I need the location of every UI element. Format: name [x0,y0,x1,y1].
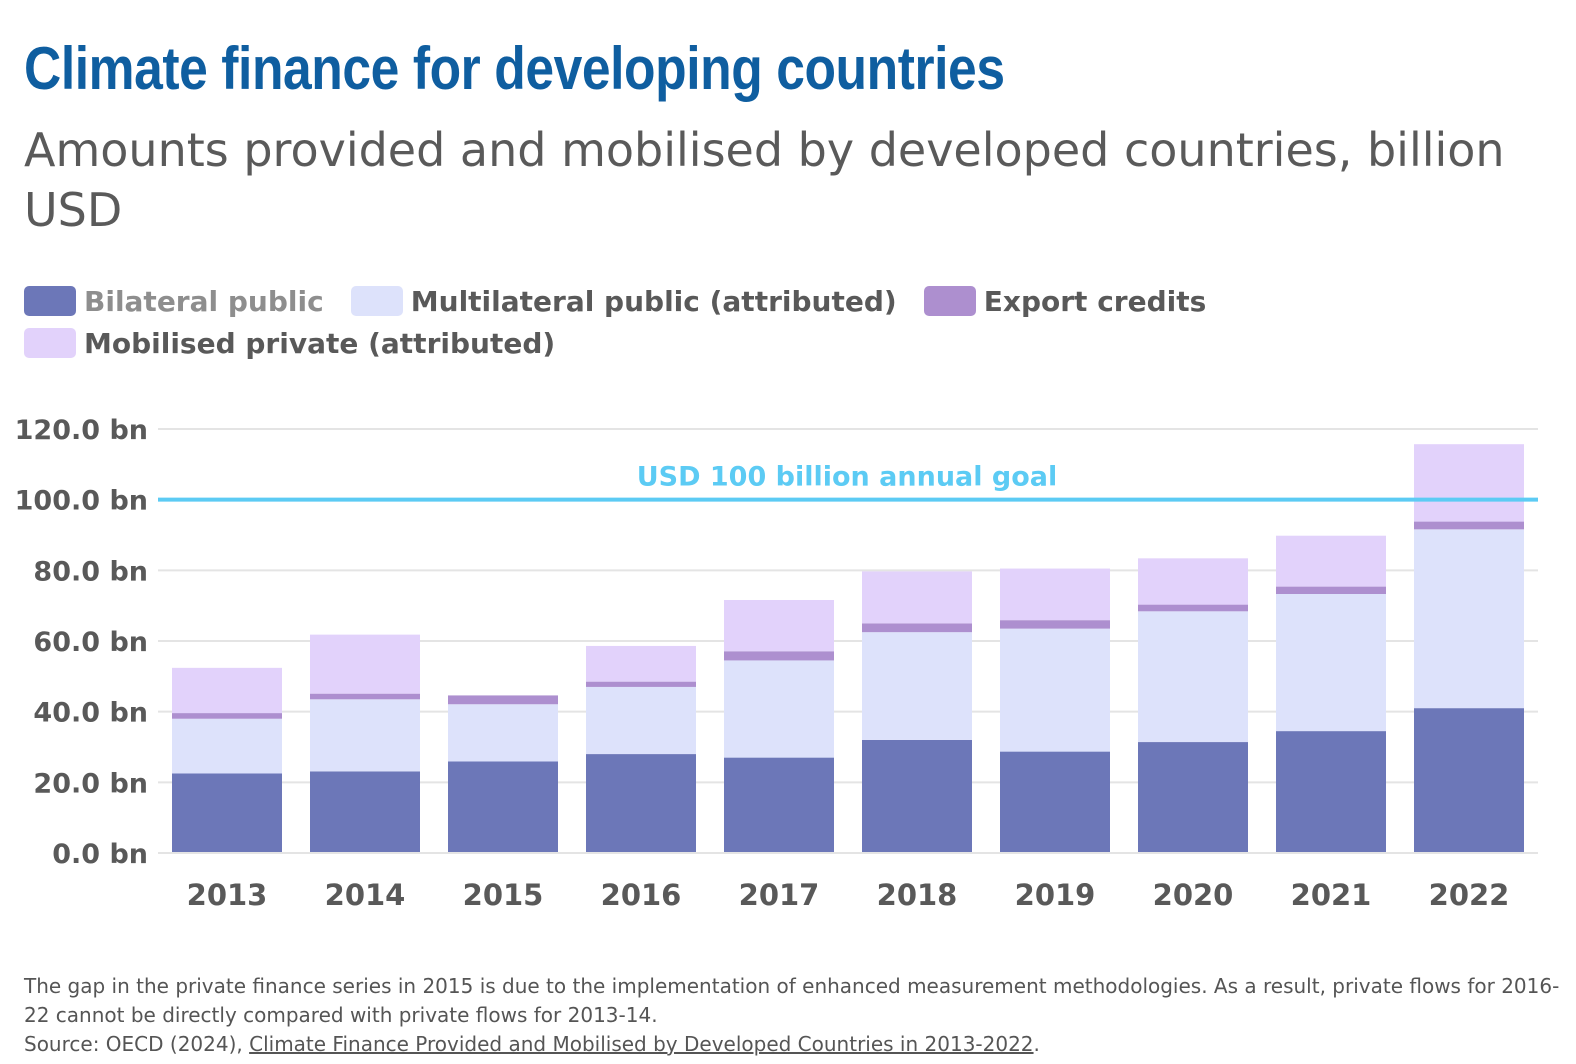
chart-title: Climate finance for developing countries [24,35,1005,102]
x-tick-label: 2019 [1015,878,1096,912]
bar-segment [1000,568,1110,621]
source-link[interactable]: Climate Finance Provided and Mobilised b… [249,1032,1034,1056]
bar-segment [724,660,834,758]
y-tick-label: 100.0 bn [15,486,148,517]
legend-label: Bilateral public [84,284,324,318]
bar-segment [586,754,696,853]
bar-segment [586,686,696,755]
bar-segment [310,699,420,772]
legend-swatch-export-credits [923,286,976,316]
chart-legend: Bilateral public Multilateral public (at… [24,285,1324,369]
legend-item-mobilised-private[interactable]: Mobilised private (attributed) [24,326,556,360]
stacked-bar-chart: 0.0 bn 20.0 bn 40.0 bn 60.0 bn 80.0 bn 100.0 … [15,415,1538,912]
bar-segment [1138,604,1248,612]
bar-segment [862,739,972,853]
bar-segment [1000,620,1110,629]
bar-segment [1138,558,1248,605]
bar-segment [586,645,696,682]
x-tick-label: 2013 [187,878,268,912]
bar-segment [724,600,834,652]
y-tick-label: 0.0 bn [52,839,148,870]
bar-segment [862,632,972,740]
x-tick-label: 2022 [1429,878,1510,912]
bar-segment [172,667,282,714]
x-tick-label: 2014 [325,878,406,912]
goal-reference-label: USD 100 billion annual goal [637,462,1058,493]
chart-subtitle: Amounts provided and mobilised by develo… [24,123,1505,237]
x-tick-label: 2017 [739,878,820,912]
legend-label: Mobilised private (attributed) [84,326,556,360]
bar-segment [310,771,420,853]
y-tick-label: 80.0 bn [33,556,148,587]
footnote-note: The gap in the private finance series in… [24,974,1560,1027]
bar-segment [1414,521,1524,530]
bar-segment [1276,586,1386,595]
bar-segment [1000,628,1110,752]
bar-segment [172,773,282,853]
bar-segment [1000,751,1110,853]
bar-segment [1276,731,1386,853]
legend-swatch-mobilised-private [24,328,76,358]
bar-segment [172,713,282,719]
x-tick-label: 2020 [1153,878,1234,912]
y-tick-label: 20.0 bn [33,768,148,799]
bar-segment [862,571,972,624]
bar-segment [586,681,696,687]
y-tick-label: 40.0 bn [33,698,148,729]
bar-segment [1276,594,1386,732]
x-tick-label: 2021 [1291,878,1372,912]
bar-segment [310,693,420,700]
legend-item-export-credits[interactable]: Export credits [923,284,1207,318]
bar-segment [724,757,834,853]
x-tick-label: 2016 [601,878,682,912]
legend-label: Export credits [983,284,1207,318]
bar-segment [448,761,558,853]
bar-segment [1276,535,1386,587]
legend-label: Multilateral public (attributed) [410,284,897,318]
footnote: The gap in the private finance series in… [24,972,1569,1059]
bar-segment [448,704,558,762]
bar-segment [1414,529,1524,709]
legend-item-bilateral-public[interactable]: Bilateral public [24,284,324,318]
legend-swatch-bilateral-public [24,286,76,316]
x-tick-label: 2015 [463,878,544,912]
source-suffix: . [1033,1032,1040,1056]
legend-item-multilateral-public[interactable]: Multilateral public (attributed) [350,284,897,318]
bar-segment [1138,742,1248,853]
bar-segment [724,651,834,661]
bar-segment [310,634,420,694]
source-prefix: Source: OECD (2024), [24,1032,250,1056]
legend-swatch-multilateral-public [350,286,403,316]
y-tick-label: 120.0 bn [15,415,148,446]
bar-segment [1138,611,1248,743]
bar-segment [862,623,972,633]
bar-segment [1414,444,1524,522]
x-tick-label: 2018 [877,878,958,912]
bar-segment [448,695,558,705]
bar-segment [1414,708,1524,853]
bar-segment [172,718,282,774]
y-tick-label: 60.0 bn [33,627,148,658]
